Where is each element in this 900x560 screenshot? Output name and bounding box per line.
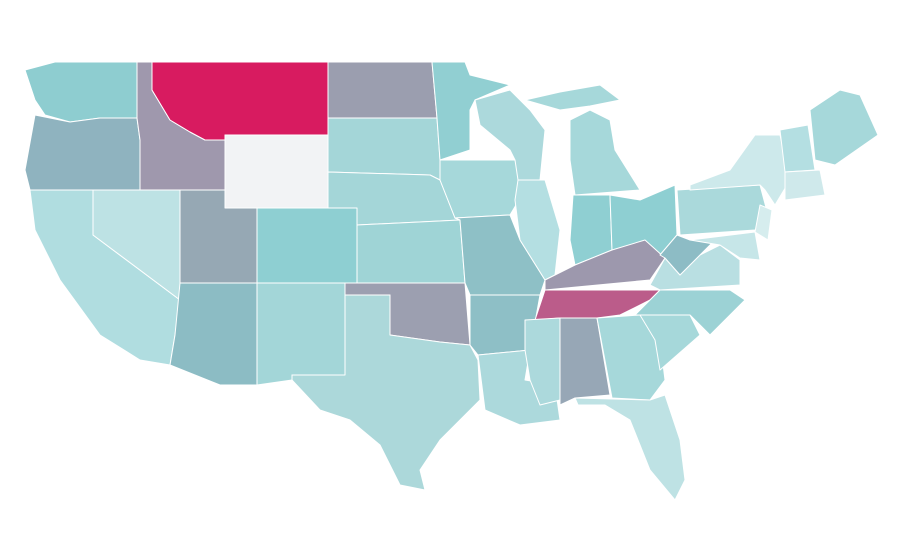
state xyxy=(356,219,466,284)
state xyxy=(574,394,686,501)
state xyxy=(659,234,716,276)
state xyxy=(524,84,621,111)
state xyxy=(544,239,666,291)
state xyxy=(569,109,641,196)
state xyxy=(809,89,879,166)
state xyxy=(779,124,816,173)
state xyxy=(291,294,481,491)
state xyxy=(689,134,791,206)
state xyxy=(224,134,329,209)
state xyxy=(431,61,511,161)
state xyxy=(327,117,441,181)
state xyxy=(634,289,746,336)
state xyxy=(327,61,438,119)
state xyxy=(754,204,773,241)
state xyxy=(676,184,769,236)
state xyxy=(689,231,761,261)
state xyxy=(169,282,258,386)
state xyxy=(24,61,138,123)
state xyxy=(256,207,358,284)
state xyxy=(439,159,526,219)
state xyxy=(784,169,826,201)
state xyxy=(256,282,346,386)
state xyxy=(559,317,611,406)
state xyxy=(24,114,141,191)
